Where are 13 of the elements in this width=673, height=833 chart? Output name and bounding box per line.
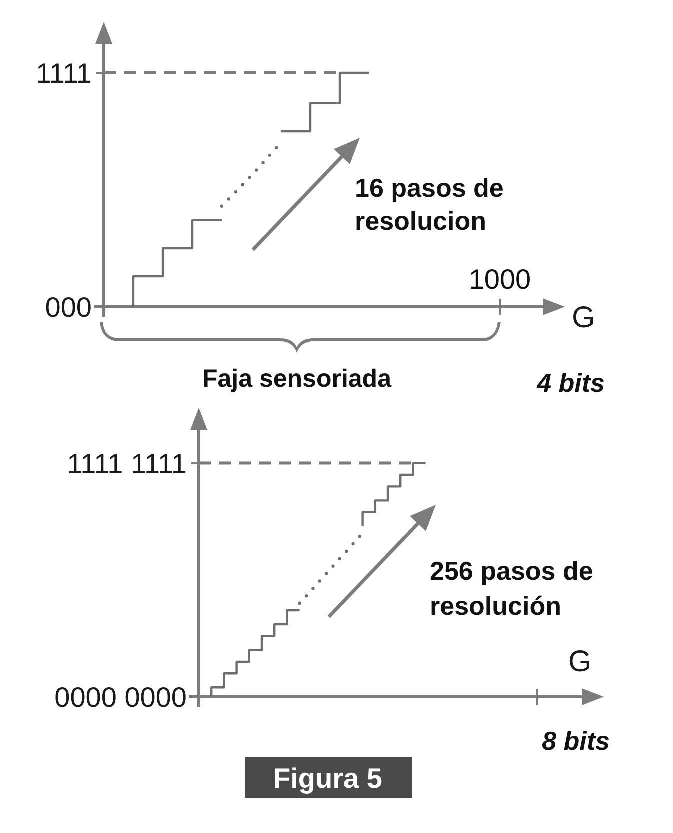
text: 000: [45, 292, 92, 322]
annotation: 256 pasos de resolución: [430, 556, 594, 621]
text: 1111: [36, 58, 92, 88]
annotation: 16 pasos de resolucion: [355, 173, 504, 236]
text: 8 bits: [542, 726, 610, 756]
x-axis-title: G: [572, 302, 596, 334]
annotation: 1000: [468, 264, 532, 295]
text: Faja sensoriada: [202, 365, 393, 393]
text: Figura 5: [274, 763, 382, 794]
text: 0000 0000: [54, 682, 187, 712]
text: 4 bits: [536, 368, 605, 398]
x-axis-title: G: [568, 646, 592, 678]
text: 1111 1111: [67, 448, 187, 479]
